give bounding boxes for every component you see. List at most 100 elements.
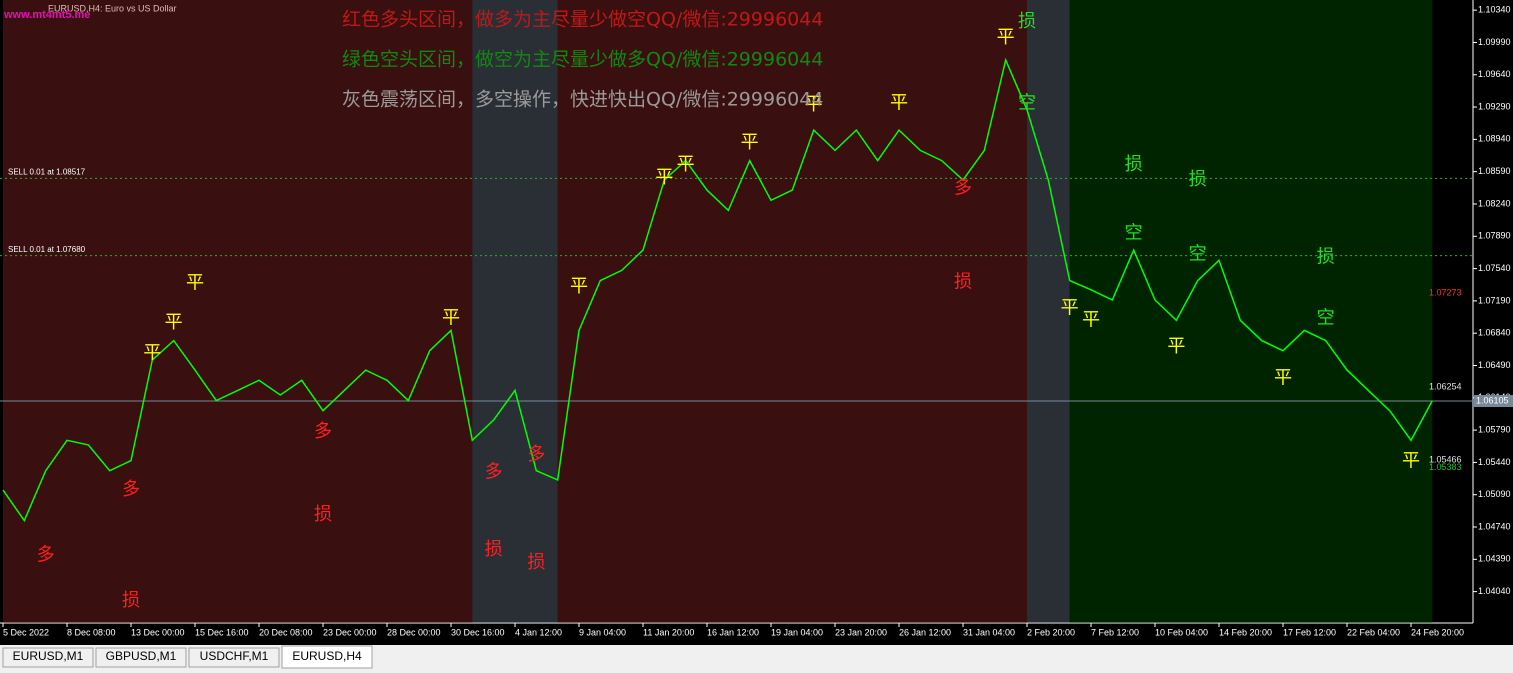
signal-marker: 平 — [1061, 297, 1079, 318]
tab-label[interactable]: EURUSD,M1 — [13, 649, 84, 663]
x-tick-label: 19 Jan 04:00 — [771, 627, 823, 637]
x-tick-label: 28 Dec 00:00 — [387, 627, 441, 637]
signal-marker: 空 — [1317, 307, 1335, 328]
x-tick-label: 24 Feb 20:00 — [1411, 627, 1464, 637]
x-tick-label: 14 Feb 20:00 — [1219, 627, 1272, 637]
y-tick-label: 1.08590 — [1478, 166, 1511, 176]
signal-marker: 损 — [314, 504, 332, 525]
tab-label[interactable]: USDCHF,M1 — [200, 649, 269, 663]
signal-marker: 平 — [186, 272, 204, 293]
x-tick-label: 8 Dec 08:00 — [67, 627, 116, 637]
y-tick-label: 1.04740 — [1478, 521, 1511, 531]
note: 红色多头区间，做多为主尽量少做空QQ/微信:29996044 — [342, 9, 823, 31]
x-tick-label: 4 Jan 12:00 — [515, 627, 562, 637]
y-tick-label: 1.10340 — [1478, 5, 1511, 15]
signal-marker: 平 — [442, 307, 460, 328]
y-tick-label: 1.06490 — [1478, 360, 1511, 370]
signal-marker: 损 — [122, 590, 140, 611]
x-tick-label: 23 Dec 00:00 — [323, 627, 377, 637]
tab[interactable] — [188, 647, 280, 668]
signal-marker: 平 — [165, 312, 183, 333]
signal-marker: 多 — [527, 444, 545, 465]
tab-label[interactable]: GBPUSD,M1 — [106, 649, 177, 663]
chart-title: EURUSD,H4: Euro vs US Dollar — [48, 3, 177, 13]
bid-label: 1.06105 — [1476, 395, 1509, 405]
signal-marker: 平 — [570, 276, 588, 297]
y-tick-label: 1.08940 — [1478, 134, 1511, 144]
y-tick-label: 1.04040 — [1478, 586, 1511, 596]
x-tick-label: 23 Jan 20:00 — [835, 627, 887, 637]
signal-marker: 空 — [1018, 92, 1036, 113]
signal-marker: 损 — [485, 539, 503, 560]
signal-marker: 平 — [997, 27, 1015, 48]
x-tick-label: 15 Dec 16:00 — [195, 627, 249, 637]
signal-marker: 平 — [741, 132, 759, 153]
price-line — [2, 57, 1433, 523]
note: 灰色震荡区间，多空操作，快进快出QQ/微信:29996044 — [342, 89, 823, 111]
x-tick-label: 9 Jan 04:00 — [579, 627, 626, 637]
x-tick-label: 10 Feb 04:00 — [1155, 627, 1208, 637]
signal-marker: 多 — [122, 479, 140, 500]
price-label: 1.05466 — [1429, 454, 1462, 464]
background — [0, 0, 1513, 645]
signal-marker: 损 — [1189, 169, 1207, 190]
y-tick-label: 1.09290 — [1478, 101, 1511, 111]
signal-marker: 平 — [143, 342, 161, 363]
price-label: 1.06254 — [1429, 382, 1462, 392]
signal-marker: 损 — [1018, 11, 1036, 32]
x-tick-label: 30 Dec 16:00 — [451, 627, 505, 637]
y-tick-label: 1.05790 — [1478, 424, 1511, 434]
signal-marker: 平 — [655, 167, 673, 188]
x-tick-label: 31 Jan 04:00 — [963, 627, 1015, 637]
signal-marker: 平 — [1402, 450, 1420, 471]
tab[interactable] — [281, 645, 373, 669]
signal-marker: 损 — [527, 552, 545, 573]
y-tick-label: 1.09990 — [1478, 37, 1511, 47]
y-tick-label: 1.05440 — [1478, 457, 1511, 467]
y-tick-label: 1.07890 — [1478, 231, 1511, 241]
price-label: 1.07273 — [1429, 288, 1462, 298]
x-tick-label: 16 Jan 12:00 — [707, 627, 759, 637]
regime-zone — [557, 0, 1027, 623]
signal-marker: 多 — [37, 545, 55, 566]
tab[interactable] — [2, 647, 94, 668]
y-tick-label: 1.07190 — [1478, 295, 1511, 305]
y-tick-label: 1.08240 — [1478, 198, 1511, 208]
x-tick-label: 7 Feb 12:00 — [1091, 627, 1139, 637]
y-tick-label: 1.09640 — [1478, 69, 1511, 79]
order-label: SELL 0.01 at 1.08517 — [8, 168, 86, 177]
y-tick-label: 1.05090 — [1478, 489, 1511, 499]
y-tick-label: 1.04390 — [1478, 554, 1511, 564]
regime-zone — [3, 0, 473, 623]
signal-marker: 多 — [314, 421, 332, 442]
price-label: 1.05383 — [1429, 462, 1462, 472]
signal-marker: 空 — [1189, 244, 1207, 265]
signal-marker: 损 — [1317, 247, 1335, 268]
signal-marker: 平 — [890, 92, 908, 113]
signal-marker: 空 — [1125, 223, 1143, 244]
signal-marker: 平 — [1082, 309, 1100, 330]
x-tick-label: 11 Jan 20:00 — [643, 627, 694, 637]
watermark: www.mt4mt5.me — [3, 9, 90, 21]
x-tick-label: 17 Feb 12:00 — [1283, 627, 1336, 637]
signal-marker: 平 — [1167, 336, 1185, 357]
y-tick-label: 1.06840 — [1478, 328, 1511, 338]
x-tick-label: 20 Dec 08:00 — [259, 627, 313, 637]
x-tick-label: 26 Jan 12:00 — [899, 627, 951, 637]
regime-zone — [1027, 0, 1070, 623]
signal-marker: 损 — [954, 271, 972, 292]
regime-zone — [472, 0, 558, 623]
signal-marker: 平 — [805, 94, 823, 115]
order-label: SELL 0.01 at 1.07680 — [8, 245, 86, 254]
x-tick-label: 22 Feb 04:00 — [1347, 627, 1400, 637]
tab-label[interactable]: EURUSD,H4 — [292, 649, 362, 663]
note: 绿色空头区间，做空为主尽量少做多QQ/微信:29996044 — [342, 49, 823, 71]
x-tick-label: 2 Feb 20:00 — [1027, 627, 1075, 637]
tab[interactable] — [95, 647, 187, 668]
signal-marker: 损 — [1125, 154, 1143, 175]
bid-label-bg — [1474, 395, 1513, 408]
x-tick-label: 13 Dec 00:00 — [131, 627, 185, 637]
signal-marker: 平 — [1274, 367, 1292, 388]
regime-zone — [1069, 0, 1433, 623]
